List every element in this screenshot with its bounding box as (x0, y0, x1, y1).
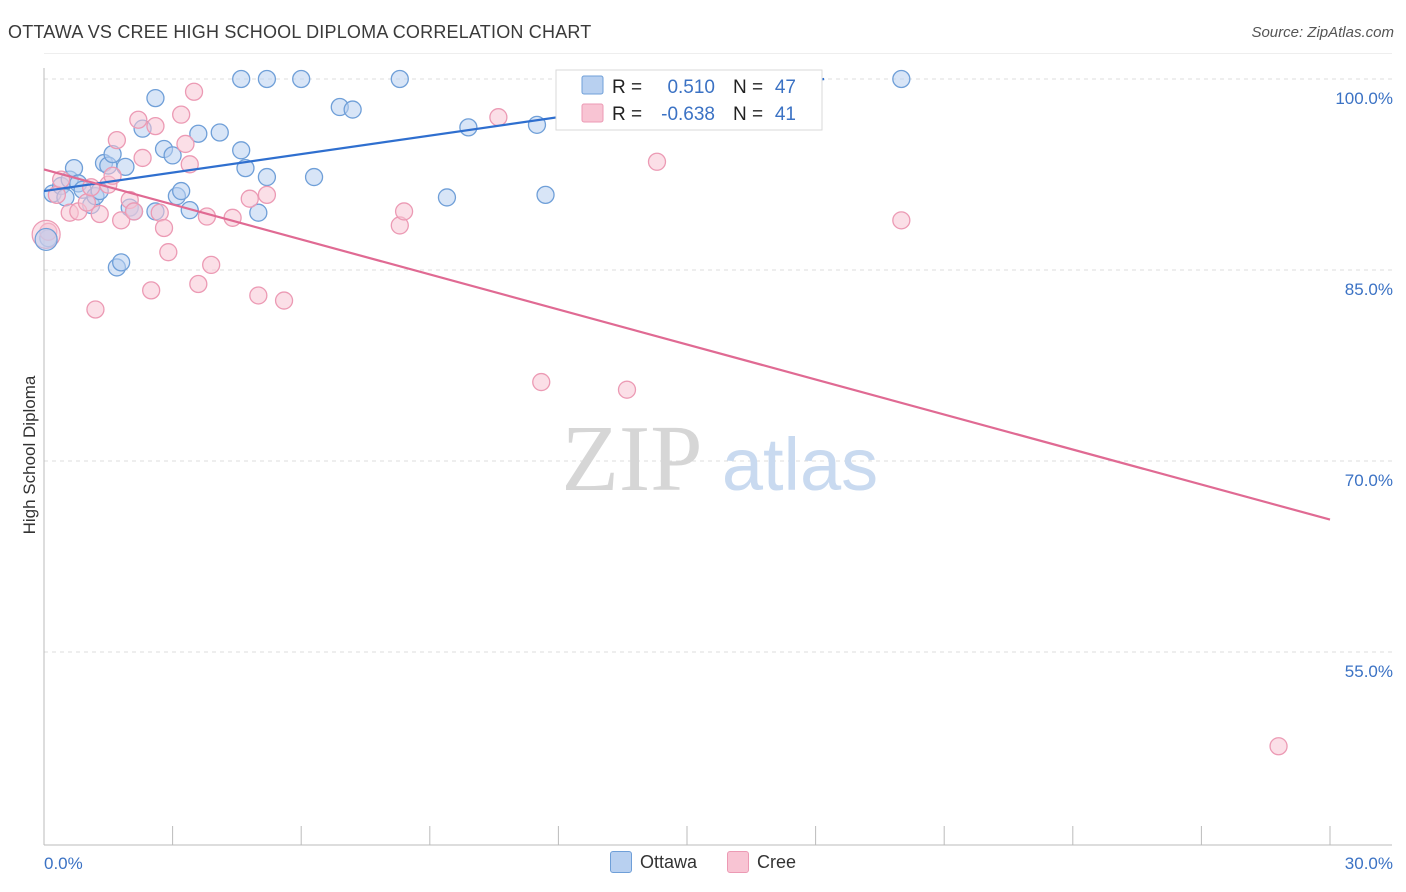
cree-point (142, 281, 161, 300)
legend-label-ottawa: Ottawa (639, 851, 697, 872)
legend-cree-r-label: R = (612, 104, 642, 125)
tick-labels: 100.0% 85.0% 70.0% 55.0% 0.0% 30.0% (44, 89, 1393, 873)
cree-point (184, 82, 204, 101)
ottawa-point (232, 141, 251, 160)
cree-point (146, 116, 165, 136)
ottawa-point (437, 188, 457, 207)
cree-trend-line (43, 168, 1331, 521)
legend-swatch-cree (581, 103, 604, 123)
legend-ottawa-r-value: 0.510 (667, 77, 715, 98)
ottawa-point (34, 227, 58, 252)
data-points (31, 69, 1288, 756)
ottawa-point (892, 69, 911, 89)
y-tick-label: 85.0% (1345, 280, 1393, 299)
ottawa-point (232, 69, 251, 89)
ottawa-point (112, 253, 131, 272)
ottawa-point (257, 69, 277, 89)
y-tick-label: 70.0% (1345, 471, 1393, 490)
cree-point (189, 274, 208, 294)
cree-point (124, 202, 144, 221)
ottawa-point (189, 124, 208, 143)
cree-point (154, 218, 174, 238)
cree-point (394, 202, 414, 221)
cree-point (532, 372, 551, 392)
cree-point (150, 203, 169, 222)
legend-ottawa-n-label: N = (733, 77, 763, 98)
ottawa-point (116, 157, 135, 177)
cree-swatch (727, 851, 749, 873)
legend-item-cree: Cree (727, 851, 796, 873)
y-tick-label: 100.0% (1335, 89, 1393, 108)
cree-point (159, 243, 178, 262)
cree-point (129, 110, 148, 129)
cree-point (617, 380, 637, 399)
legend-label-cree: Cree (757, 851, 797, 872)
ottawa-point (343, 100, 362, 119)
cree-point (647, 152, 667, 171)
y-tick-label: 55.0% (1345, 662, 1393, 681)
stats-legend: R = 0.510 N = 47 R = -0.638 N = 41 (555, 69, 823, 131)
series-legend: Ottawa Cree (0, 851, 1406, 873)
legend-swatch-ottawa (581, 75, 604, 95)
cree-point (223, 208, 242, 227)
cree-point (249, 286, 268, 305)
axes (43, 68, 1392, 846)
ottawa-point (459, 118, 478, 137)
ottawa-point (210, 123, 229, 142)
source-label: Source: ZipAtlas.com (1251, 24, 1394, 41)
ottawa-point (146, 88, 165, 108)
cree-point (90, 204, 109, 224)
cree-point (112, 211, 131, 230)
cree-point (86, 300, 105, 319)
legend-item-ottawa: Ottawa (609, 851, 697, 873)
ottawa-point (536, 185, 555, 205)
legend-cree-n-label: N = (733, 104, 763, 125)
ottawa-point (304, 167, 324, 187)
ottawa-point (236, 158, 255, 178)
x-tick-label: 0.0% (44, 854, 83, 873)
cree-point (107, 130, 127, 150)
x-tick-label: 30.0% (1345, 854, 1393, 873)
ottawa-point (257, 167, 277, 187)
legend-ottawa-n-value: 47 (775, 77, 796, 98)
legend-cree-r-value: -0.638 (661, 104, 715, 125)
cree-point (172, 105, 191, 124)
watermark-atlas: atlas (722, 423, 878, 506)
cree-point (133, 148, 152, 168)
ottawa-point (390, 69, 409, 89)
ottawa-point (292, 69, 311, 89)
cree-point (240, 189, 259, 208)
cree-point (202, 255, 221, 275)
cree-point (489, 108, 508, 127)
watermark-zip: ZIP (562, 407, 703, 511)
ottawa-swatch (609, 851, 632, 873)
cree-point (892, 211, 911, 230)
ottawa-point (163, 146, 182, 165)
ottawa-point (249, 203, 268, 222)
cree-point (257, 185, 277, 205)
cree-point (1269, 737, 1288, 756)
legend-ottawa-r-label: R = (612, 77, 642, 98)
ottawa-point (172, 181, 191, 201)
cree-point (274, 291, 294, 310)
cree-point (176, 134, 195, 154)
chart-title: OTTAWA VS CREE HIGH SCHOOL DIPLOMA CORRE… (8, 22, 592, 42)
legend-cree-n-value: 41 (775, 104, 796, 125)
